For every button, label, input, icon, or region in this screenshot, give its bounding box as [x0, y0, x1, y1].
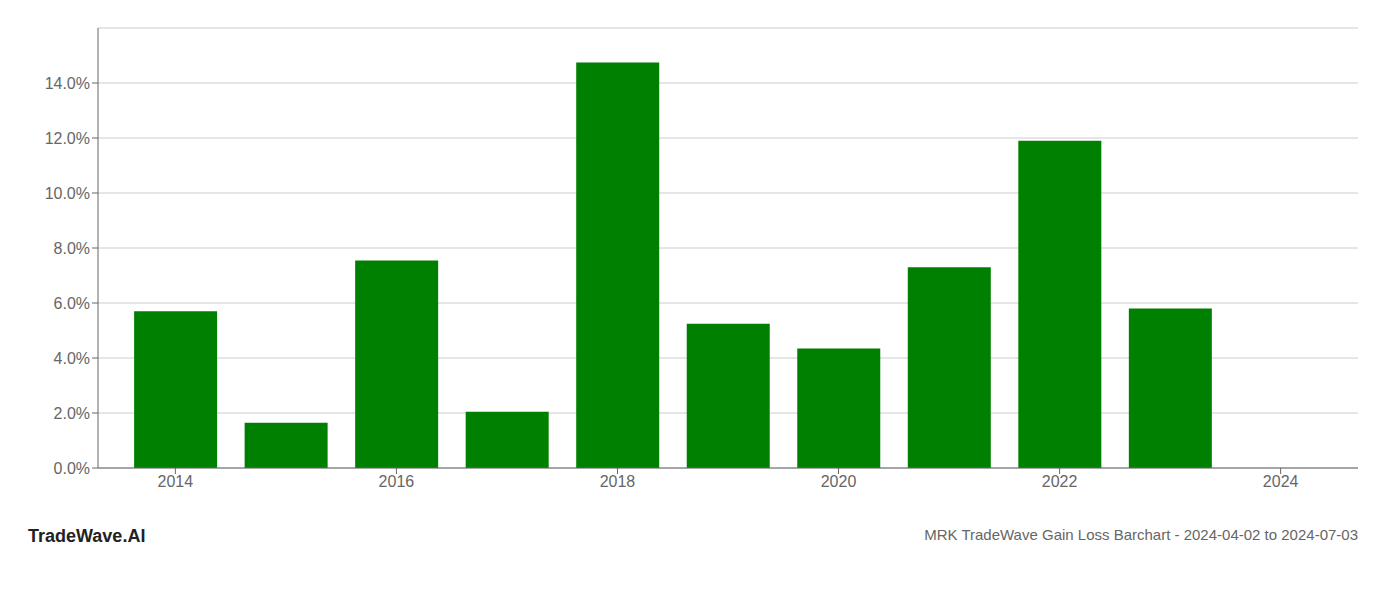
svg-text:4.0%: 4.0% [54, 350, 90, 367]
svg-text:2016: 2016 [379, 473, 415, 490]
svg-text:14.0%: 14.0% [45, 75, 90, 92]
svg-text:2.0%: 2.0% [54, 405, 90, 422]
svg-text:2014: 2014 [158, 473, 194, 490]
svg-text:12.0%: 12.0% [45, 130, 90, 147]
svg-text:2022: 2022 [1042, 473, 1078, 490]
html-text:TradeWave.AI: TradeWave.AI [28, 526, 146, 546]
svg-text:10.0%: 10.0% [45, 185, 90, 202]
svg-text:2024: 2024 [1263, 473, 1299, 490]
svg-text:8.0%: 8.0% [54, 240, 90, 257]
svg-text:2018: 2018 [600, 473, 636, 490]
svg-text:6.0%: 6.0% [54, 295, 90, 312]
svg-text:0.0%: 0.0% [54, 460, 90, 477]
svg-text:2020: 2020 [821, 473, 857, 490]
html-text:MRK TradeWave Gain Loss Barcha: MRK TradeWave Gain Loss Barchart - 2024-… [924, 526, 1358, 543]
